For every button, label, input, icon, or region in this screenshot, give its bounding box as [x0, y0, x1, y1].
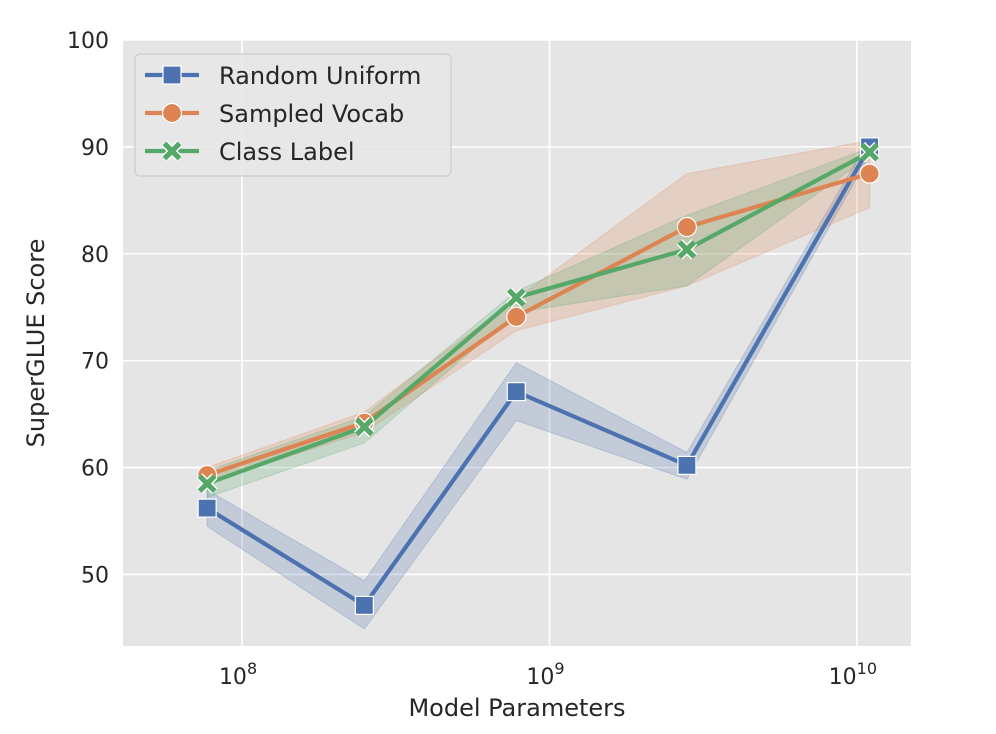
legend-item-random-uniform: Random Uniform: [145, 62, 421, 90]
y-tick-labels: 50 60 70 80 90 100: [67, 29, 109, 588]
class-label-point: [354, 416, 375, 438]
sampled-vocab-point: [859, 163, 880, 184]
legend-box: [134, 53, 452, 177]
legend-marker: [162, 65, 182, 85]
legend: Random Uniform Sampled Vocab Class Label: [134, 53, 452, 177]
legend-item-class-label: Class Label: [145, 138, 355, 166]
class-label-point: [196, 473, 218, 494]
legend-label: Class Label: [219, 138, 355, 166]
legend-marker: [161, 140, 183, 162]
legend-label: Random Uniform: [219, 62, 421, 90]
y-tick-label: 60: [81, 457, 109, 482]
x-tick-labels: 108 109 1010: [219, 659, 877, 690]
legend-marker: [161, 102, 183, 124]
random-uniform-point: [506, 382, 526, 402]
y-tick-label: 90: [81, 136, 109, 161]
class-label-point: [676, 239, 698, 260]
grid-lines: [123, 39, 911, 646]
sampled-vocab-band: [206, 139, 871, 484]
y-tick-label: 80: [81, 243, 109, 268]
sampled-vocab-point: [506, 306, 527, 327]
y-axis-label: SuperGLUE Score: [22, 239, 50, 448]
random-uniform-point: [677, 455, 697, 475]
random-uniform-point: [354, 595, 374, 615]
x-axis-label: Model Parameters: [408, 694, 625, 722]
series-markers: [196, 137, 880, 615]
y-tick-label: 100: [67, 29, 109, 54]
x-tick-label: 108: [219, 659, 257, 690]
y-tick-label: 70: [81, 350, 109, 375]
class-label-point: [859, 141, 880, 163]
legend-label: Sampled Vocab: [219, 100, 404, 128]
sampled-vocab-point: [676, 216, 698, 238]
random-uniform-point: [197, 498, 217, 518]
class-label-point: [505, 287, 527, 308]
y-tick-label: 50: [81, 563, 109, 588]
x-tick-label: 109: [526, 659, 564, 690]
legend-item-sampled-vocab: Sampled Vocab: [145, 100, 404, 128]
x-tick-label: 1010: [829, 659, 877, 690]
